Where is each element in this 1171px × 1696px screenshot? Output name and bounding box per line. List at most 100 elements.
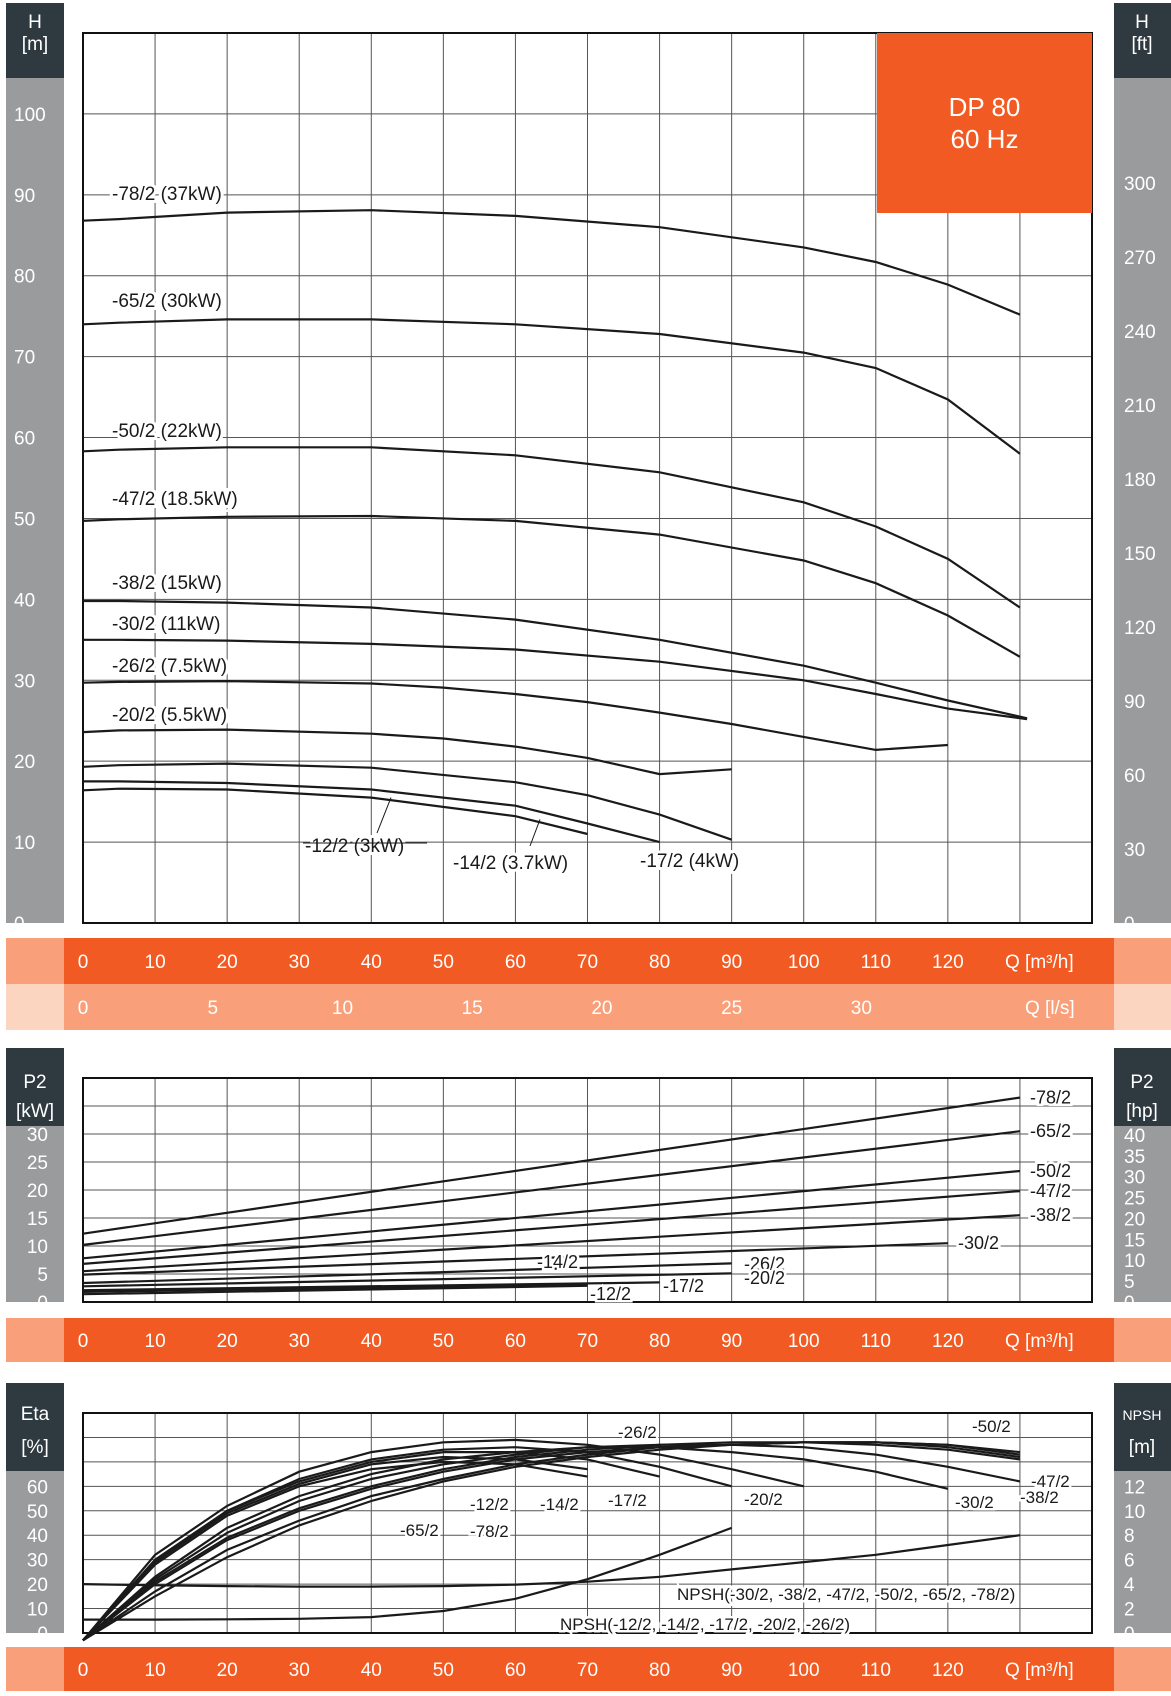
eff-xaxis-tick-label: 50 bbox=[433, 1660, 454, 1681]
head-left-tick-label: 100 bbox=[14, 105, 46, 126]
eff-xaxis-corner-right bbox=[1114, 1647, 1171, 1691]
power-left-tick-label: 25 bbox=[27, 1153, 48, 1174]
head-series-label: -14/2 (3.7kW) bbox=[453, 853, 568, 874]
head-series-line bbox=[82, 514, 1021, 658]
eff-right-axis-unit: [m] bbox=[1129, 1437, 1155, 1458]
power-right-tick-label: 5 bbox=[1124, 1272, 1135, 1293]
eff-series-label: -14/2 bbox=[540, 1495, 579, 1514]
model-frequency: 60 Hz bbox=[950, 124, 1019, 154]
power-left-tick-label: 15 bbox=[27, 1209, 48, 1230]
eff-series-label: NPSH(-12/2, -14/2, -17/2, -20/2, -26/2) bbox=[560, 1615, 850, 1634]
power-left-tick-label: 30 bbox=[27, 1125, 48, 1146]
eff-series-line bbox=[82, 1534, 1021, 1588]
power-xaxis-tick-label: 20 bbox=[217, 1331, 238, 1352]
power-right-tick-label: 15 bbox=[1124, 1230, 1145, 1251]
power-xaxis-tick-label: 110 bbox=[861, 1331, 891, 1352]
power-series-label: -14/2 bbox=[537, 1252, 578, 1272]
head-xaxis-m3h-tick-label: 120 bbox=[932, 952, 964, 973]
eff-right-tick-label: 0 bbox=[1124, 1624, 1135, 1645]
power-xaxis-corner-left bbox=[6, 1318, 64, 1362]
head-left-axis-title: H bbox=[28, 12, 42, 33]
head-right-tick-label: 60 bbox=[1124, 766, 1145, 787]
head-series-line bbox=[82, 318, 1021, 455]
eff-left-axis-title: Eta bbox=[21, 1404, 50, 1425]
eff-right-tick-label: 2 bbox=[1124, 1600, 1135, 1621]
head-right-tick-label: 300 bbox=[1124, 174, 1156, 195]
power-series-label: -50/2 bbox=[1030, 1161, 1071, 1181]
eff-xaxis-tick-label: 90 bbox=[721, 1660, 742, 1681]
head-left-axis-strip bbox=[6, 3, 64, 923]
power-plot-border bbox=[82, 1077, 1093, 1303]
eff-xaxis-tick-label: 100 bbox=[788, 1660, 820, 1681]
eff-right-axis-title: NPSH bbox=[1123, 1407, 1162, 1423]
power-left-axis-unit: [kW] bbox=[16, 1101, 54, 1122]
head-left-axis-header bbox=[6, 3, 64, 78]
power-xaxis-tick-label: 80 bbox=[649, 1331, 670, 1352]
head-xaxis-m3h-tick-label: 90 bbox=[721, 952, 742, 973]
head-left-tick-label: 10 bbox=[14, 833, 35, 854]
head-right-tick-label: 120 bbox=[1124, 618, 1156, 639]
eff-plot-border bbox=[82, 1412, 1093, 1634]
head-right-tick-label: 270 bbox=[1124, 248, 1156, 269]
power-series-label: -65/2 bbox=[1030, 1121, 1071, 1141]
power-left-tick-label: 10 bbox=[27, 1237, 48, 1258]
head-series-line bbox=[83, 638, 1028, 721]
eff-series-label: -47/2 bbox=[1031, 1472, 1070, 1491]
power-series-label: -78/2 bbox=[1030, 1088, 1071, 1108]
head-xaxis-m3h-tick-label: 20 bbox=[217, 952, 238, 973]
power-right-tick-label: 10 bbox=[1124, 1251, 1145, 1272]
power-series-line bbox=[82, 1096, 1021, 1235]
power-right-axis-header-dark bbox=[1114, 1048, 1171, 1126]
head-right-axis-strip bbox=[1114, 3, 1171, 923]
head-series-line bbox=[82, 446, 1021, 609]
head-right-tick-label: 90 bbox=[1124, 692, 1145, 713]
eff-right-tick-label: 8 bbox=[1124, 1526, 1135, 1547]
eff-series-label: -17/2 bbox=[608, 1491, 647, 1510]
eff-xaxis-tick-label: 10 bbox=[145, 1660, 166, 1681]
head-series-label: -47/2 (18.5kW) bbox=[112, 489, 238, 510]
power-xaxis-tick-label: 50 bbox=[433, 1331, 454, 1352]
power-series-line bbox=[82, 1284, 588, 1296]
eff-series-label: -50/2 bbox=[972, 1417, 1011, 1436]
head-series-line bbox=[82, 762, 732, 841]
head-left-tick-label: 0 bbox=[14, 914, 25, 935]
eff-xaxis-tick-label: 0 bbox=[78, 1660, 89, 1681]
power-left-axis-title: P2 bbox=[23, 1072, 46, 1093]
power-xaxis-tick-label: 40 bbox=[361, 1331, 382, 1352]
power-xaxis-tick-label: 90 bbox=[721, 1331, 742, 1352]
power-series-line bbox=[82, 1130, 1021, 1246]
head-xaxis-m3h-unit-label: Q [m³/h] bbox=[1005, 952, 1074, 973]
power-left-tick-label: 5 bbox=[37, 1265, 48, 1286]
head-xaxis-m3h-tick-label: 0 bbox=[78, 952, 89, 973]
head-xaxis-m3h-tick-label: 40 bbox=[361, 952, 382, 973]
head-right-axis-header bbox=[1114, 3, 1171, 78]
eff-series-label: -26/2 bbox=[618, 1423, 657, 1442]
head-series-label: -65/2 (30kW) bbox=[112, 291, 222, 312]
eff-series-line bbox=[82, 1460, 588, 1642]
head-series-label: -38/2 (15kW) bbox=[112, 573, 222, 594]
head-left-axis-unit: [m] bbox=[22, 34, 48, 55]
power-xaxis-tick-label: 120 bbox=[932, 1331, 964, 1352]
eff-left-tick-label: 40 bbox=[27, 1526, 48, 1547]
power-series-label: -30/2 bbox=[958, 1233, 999, 1253]
eff-left-axis-unit: [%] bbox=[21, 1437, 48, 1458]
head-xaxis-ls-corner-right bbox=[1114, 984, 1171, 1030]
eff-xaxis-tick-label: 30 bbox=[289, 1660, 310, 1681]
head-series-label: -50/2 (22kW) bbox=[112, 421, 222, 442]
power-right-tick-label: 40 bbox=[1124, 1126, 1145, 1147]
power-series-line bbox=[82, 1242, 948, 1276]
head-right-axis-title: H bbox=[1135, 12, 1149, 33]
eff-xaxis-tick-label: 120 bbox=[932, 1660, 964, 1681]
head-series-line bbox=[82, 679, 948, 752]
head-series-label: -26/2 (7.5kW) bbox=[112, 656, 227, 677]
power-xaxis-unit-label: Q [m³/h] bbox=[1005, 1331, 1074, 1352]
head-series-line bbox=[83, 599, 1028, 720]
head-series-line bbox=[83, 780, 660, 844]
head-xaxis-ls-tick-label: 30 bbox=[851, 998, 872, 1019]
eff-series-label: -78/2 bbox=[470, 1522, 509, 1541]
power-series-label: -12/2 bbox=[590, 1284, 631, 1304]
head-left-tick-label: 80 bbox=[14, 267, 35, 288]
power-series-line bbox=[82, 1262, 732, 1285]
power-series-label: -26/2 bbox=[744, 1254, 785, 1274]
eff-right-tick-label: 6 bbox=[1124, 1551, 1135, 1572]
